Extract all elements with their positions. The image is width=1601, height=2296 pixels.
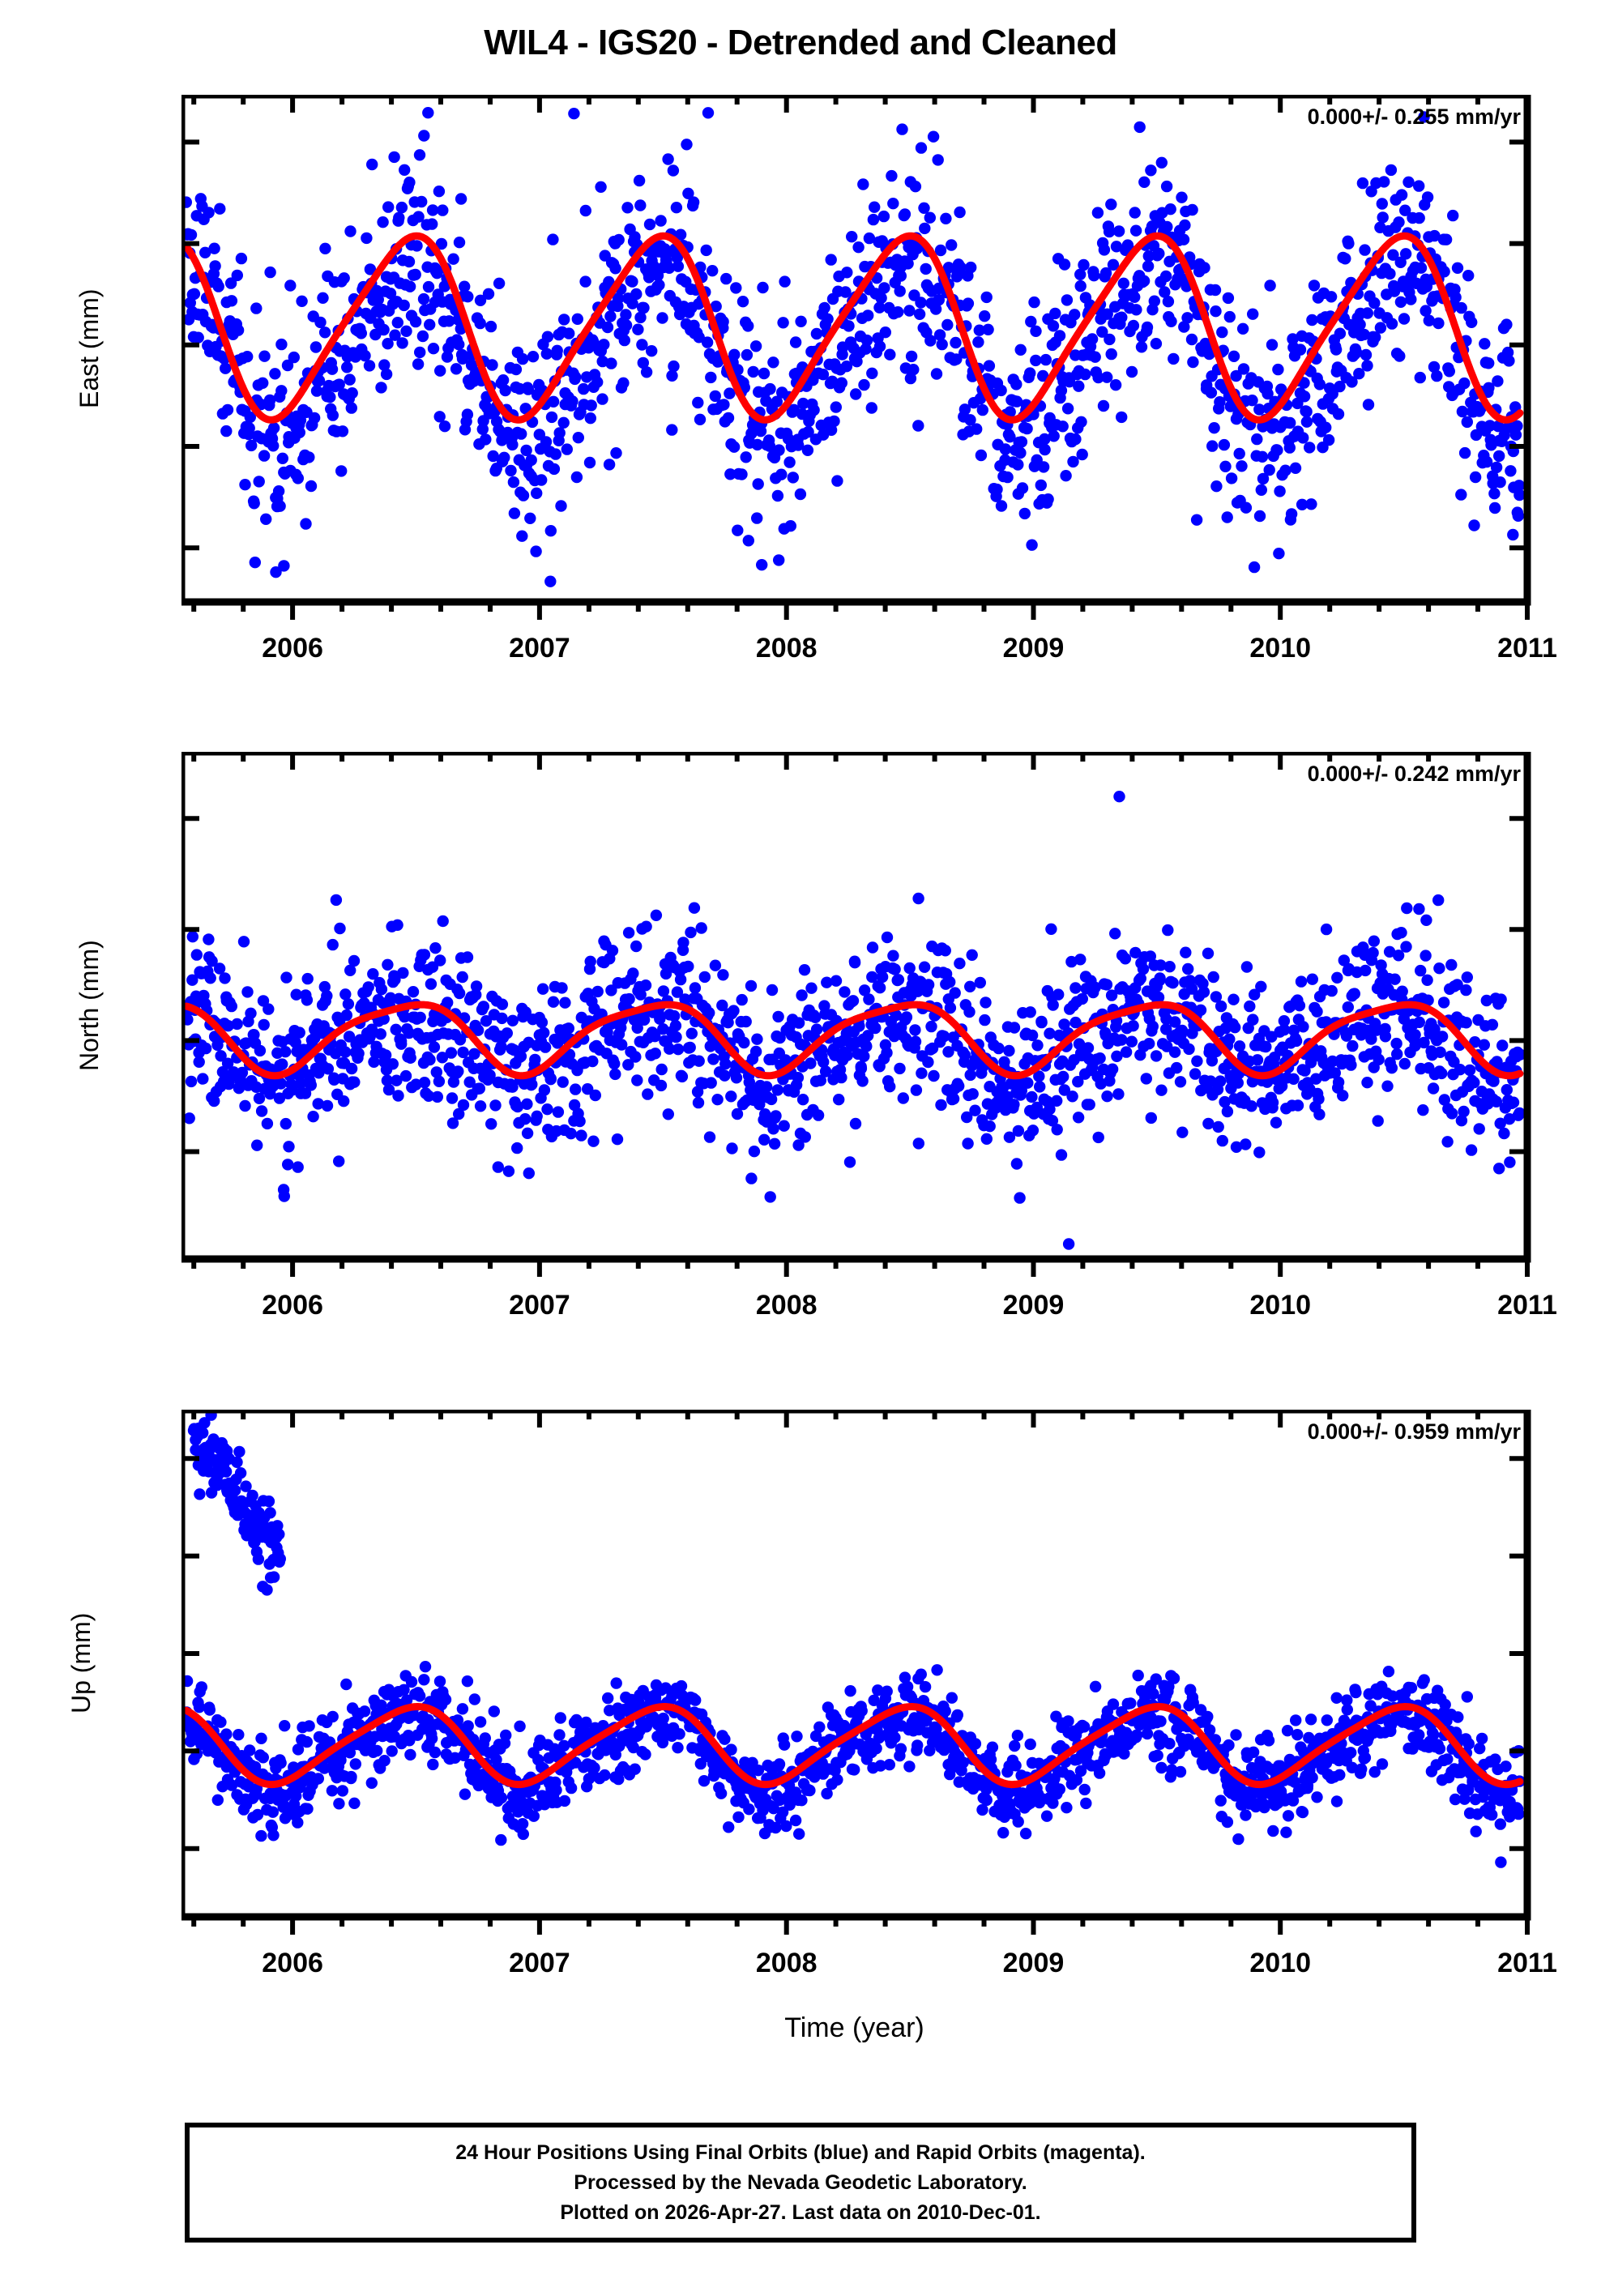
east-y-ticks: 630-3-6 xyxy=(181,139,1527,551)
north-fit-curve xyxy=(182,1001,1524,1080)
north-xtick-label: 2011 xyxy=(1497,1290,1557,1321)
footer-line-3: Plotted on 2026-Apr-27. Last data on 201… xyxy=(560,2200,1041,2224)
rate-label-north: 0.000+/- 0.242 mm/yr xyxy=(1307,762,1521,786)
north-xtick-label: 2009 xyxy=(1003,1290,1065,1321)
east-x-tick-labels: 2006 2007 2008 2009 2010 2011 xyxy=(262,633,1557,664)
north-x-tick-labels: 2006 2007 2008 2009 2010 2011 xyxy=(262,1290,1557,1321)
up-xtick-label: 2010 xyxy=(1249,1948,1311,1978)
rate-label-east: 0.000+/- 0.255 mm/yr xyxy=(1307,105,1521,129)
east-plot-frame xyxy=(181,95,1531,606)
up-offset-cluster xyxy=(187,1410,286,1596)
up-plot-frame xyxy=(181,1410,1531,1921)
east-data-layer xyxy=(181,107,1526,587)
up-xtick-label: 2011 xyxy=(1497,1948,1557,1978)
up-xtick-label: 2009 xyxy=(1003,1948,1065,1978)
y-axis-title-east: East (mm) xyxy=(75,288,104,408)
footer-line-2: Processed by the Nevada Geodetic Laborat… xyxy=(574,2170,1027,2194)
east-scatter-points xyxy=(181,107,1526,587)
up-x-ticks xyxy=(191,1410,1530,1935)
east-plot-svg: 630-3-6 2006 2007 2008 2009 2010 2011 xyxy=(181,95,1584,691)
east-xtick-label: 2008 xyxy=(756,633,818,664)
east-x-ticks xyxy=(191,95,1530,620)
panel-north: 630-3 2006 2007 2008 2009 2010 2011 xyxy=(181,752,1584,1348)
east-xtick-label: 2009 xyxy=(1003,633,1065,664)
up-y-ticks: 6040200-20 xyxy=(181,1456,1527,1851)
east-xtick-label: 2007 xyxy=(509,633,570,664)
north-data-layer xyxy=(181,791,1526,1259)
x-axis-title: Time (year) xyxy=(784,2012,924,2043)
up-x-tick-labels: 2006 2007 2008 2009 2010 2011 xyxy=(262,1948,1557,1978)
up-plot-svg: 6040200-20 2006 2007 2008 2009 2010 2011 xyxy=(181,1410,1584,2006)
east-xtick-label: 2010 xyxy=(1249,633,1311,664)
north-xtick-label: 2008 xyxy=(756,1290,818,1321)
panel-up: 6040200-20 2006 2007 2008 2009 2010 2011 xyxy=(181,1410,1584,2006)
north-xtick-label: 2006 xyxy=(262,1290,323,1321)
north-plot-svg: 630-3 2006 2007 2008 2009 2010 2011 xyxy=(181,752,1584,1348)
east-xtick-label: 2006 xyxy=(262,633,323,664)
rate-label-up: 0.000+/- 0.959 mm/yr xyxy=(1307,1419,1521,1444)
footer-note-box: 24 Hour Positions Using Final Orbits (bl… xyxy=(185,2123,1416,2243)
y-axis-title-up: Up (mm) xyxy=(66,1612,96,1713)
north-xtick-label: 2010 xyxy=(1249,1290,1311,1321)
east-xtick-label: 2011 xyxy=(1497,633,1557,664)
north-xtick-label: 2007 xyxy=(509,1290,570,1321)
page-title: WIL4 - IGS20 - Detrended and Cleaned xyxy=(484,23,1117,62)
east-fit-curve xyxy=(182,232,1524,424)
up-xtick-label: 2007 xyxy=(509,1948,570,1978)
north-x-ticks xyxy=(191,752,1530,1277)
panel-east: 630-3-6 2006 2007 2008 2009 2010 2011 xyxy=(181,95,1584,691)
y-axis-title-north: North (mm) xyxy=(75,940,104,1071)
up-data-layer xyxy=(181,1410,1526,1868)
up-fit-curve xyxy=(182,1703,1524,1789)
footer-line-1: 24 Hour Positions Using Final Orbits (bl… xyxy=(455,2140,1146,2164)
up-xtick-label: 2008 xyxy=(756,1948,818,1978)
north-y-ticks: 630-3 xyxy=(181,816,1527,1154)
up-xtick-label: 2006 xyxy=(262,1948,323,1978)
north-plot-frame xyxy=(181,752,1531,1263)
